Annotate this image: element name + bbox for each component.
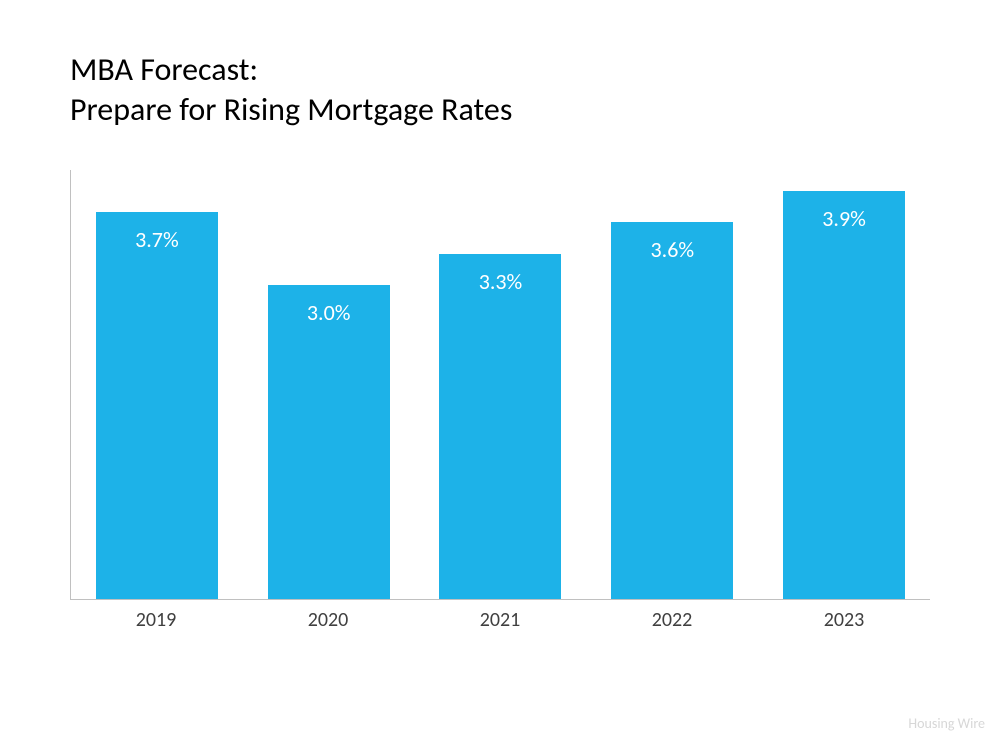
bar-wrap: 3.3% (415, 170, 587, 599)
bar-value-label: 3.3% (479, 268, 523, 295)
plot-region: 3.7% 3.0% 3.3% 3.6% 3.9% (70, 170, 930, 600)
bar: 3.0% (268, 285, 390, 599)
title-line-2: Prepare for Rising Mortgage Rates (70, 90, 930, 130)
bar: 3.9% (783, 191, 905, 599)
chart-container: MBA Forecast: Prepare for Rising Mortgag… (0, 0, 1000, 750)
bar-value-label: 3.0% (307, 299, 351, 326)
x-tick-label: 2019 (70, 608, 242, 632)
bar-value-label: 3.7% (135, 226, 179, 253)
bar-value-label: 3.6% (650, 236, 694, 263)
bar: 3.3% (439, 254, 561, 599)
x-tick-label: 2021 (414, 608, 586, 632)
bar-wrap: 3.7% (71, 170, 243, 599)
bar-wrap: 3.0% (243, 170, 415, 599)
x-tick-label: 2022 (586, 608, 758, 632)
chart-area: 3.7% 3.0% 3.3% 3.6% 3.9% 2019202020212022202… (70, 170, 930, 640)
bar-value-label: 3.9% (822, 205, 866, 232)
bar: 3.7% (96, 212, 218, 599)
source-attribution: Housing Wire (908, 715, 985, 732)
bar-wrap: 3.6% (586, 170, 758, 599)
bar-wrap: 3.9% (758, 170, 930, 599)
bars-group: 3.7% 3.0% 3.3% 3.6% 3.9% (71, 170, 930, 599)
title-line-1: MBA Forecast: (70, 50, 930, 90)
chart-title: MBA Forecast: Prepare for Rising Mortgag… (70, 50, 930, 130)
bar: 3.6% (611, 222, 733, 599)
x-axis: 20192020202120222023 (70, 600, 930, 640)
x-tick-label: 2020 (242, 608, 414, 632)
x-tick-label: 2023 (758, 608, 930, 632)
